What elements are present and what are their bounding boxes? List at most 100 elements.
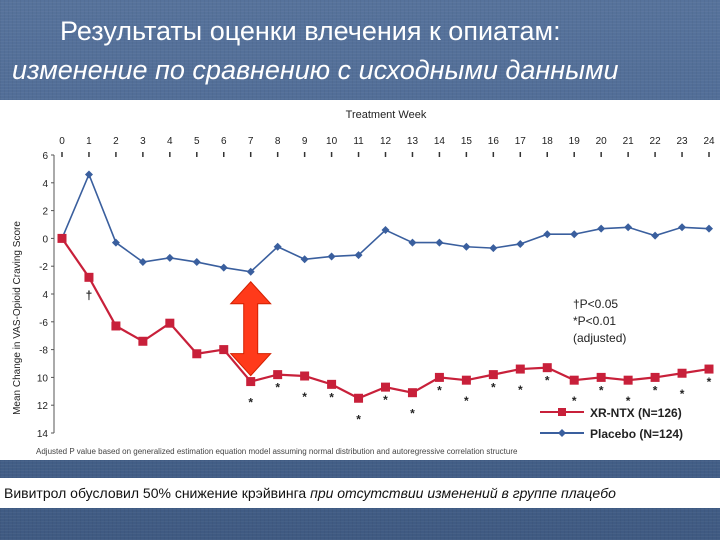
- p-value-note-2: *P<0.01: [573, 314, 616, 328]
- caption-text: Вивитрол обусловил 50% снижение крэйвинг…: [4, 478, 616, 508]
- significance-marker: *: [599, 383, 604, 397]
- y-tick-label: -6: [39, 318, 48, 329]
- y-tick-label: 0: [42, 234, 48, 245]
- xr-ntx-point: [246, 377, 256, 387]
- significance-marker: *: [707, 375, 712, 389]
- x-tick-label: 20: [596, 136, 608, 147]
- x-tick-label: 16: [488, 136, 500, 147]
- xr-ntx-point: [165, 318, 175, 328]
- placebo-point: [516, 239, 525, 248]
- x-tick-label: 4: [167, 136, 173, 147]
- placebo-point: [489, 244, 498, 253]
- placebo-point: [246, 267, 255, 276]
- placebo-point: [570, 230, 579, 239]
- legend: XR-NTX (N=126) Placebo (N=124): [540, 406, 683, 441]
- x-tick-label: 24: [703, 136, 715, 147]
- xr-ntx-point: [138, 336, 148, 346]
- significance-marker: *: [302, 390, 307, 404]
- xr-ntx-point: [84, 272, 94, 282]
- xr-ntx-point: [434, 372, 444, 382]
- significance-marker: *: [410, 407, 415, 421]
- xr-ntx-point: [704, 364, 714, 374]
- xr-ntx-point: [57, 233, 67, 243]
- legend-marker-diamond: [558, 429, 566, 437]
- xr-ntx-point: [623, 375, 633, 385]
- placebo-point: [651, 231, 660, 240]
- significance-marker: *: [356, 412, 361, 426]
- x-axis: 0 1 2 3 4 5 6 7 8 9 10 11 12 13 14 15 16 17 18 19 20 21 22 23 24: [59, 136, 715, 157]
- significance-markers: † * * * * * * * * * * * * * * * * * *: [86, 288, 712, 426]
- xr-ntx-point: [677, 368, 687, 378]
- xr-ntx-point: [381, 382, 390, 392]
- placebo-point: [462, 242, 471, 251]
- xr-ntx-point: [461, 375, 471, 385]
- x-tick-label: 21: [623, 136, 635, 147]
- significance-marker: *: [653, 383, 658, 397]
- xr-ntx-point: [300, 371, 310, 381]
- significance-marker: *: [248, 396, 253, 410]
- significance-marker: *: [545, 374, 550, 388]
- y-tick-label: 14: [37, 429, 49, 440]
- significance-marker: *: [329, 390, 334, 404]
- significance-marker: *: [383, 393, 388, 407]
- y-tick-label: -2: [39, 262, 48, 273]
- y-tick-label: 12: [37, 401, 49, 412]
- p-value-note-1: †P<0.05: [573, 297, 618, 311]
- placebo-point: [354, 251, 363, 260]
- significance-marker: *: [626, 394, 631, 408]
- xr-ntx-point: [569, 375, 579, 385]
- placebo-point: [408, 238, 417, 247]
- significance-marker: *: [518, 383, 523, 397]
- xr-ntx-point: [515, 364, 525, 374]
- significance-marker: *: [680, 387, 685, 401]
- placebo-point: [435, 238, 444, 247]
- placebo-point: [543, 230, 552, 239]
- double-arrow-shape: [229, 281, 272, 377]
- xr-ntx-point: [273, 370, 283, 380]
- legend-label: Placebo (N=124): [590, 427, 683, 441]
- placebo-point: [138, 258, 147, 267]
- x-tick-label: 10: [326, 136, 338, 147]
- caption-bar: Вивитрол обусловил 50% снижение крэйвинг…: [0, 478, 720, 508]
- placebo-point: [597, 224, 606, 233]
- xr-ntx-point: [354, 393, 364, 403]
- xr-ntx-point: [650, 372, 660, 382]
- x-tick-label: 6: [221, 136, 227, 147]
- significance-marker: *: [491, 381, 496, 395]
- x-tick-label: 3: [140, 136, 146, 147]
- xr-ntx-point: [596, 372, 606, 382]
- legend-label: XR-NTX (N=126): [590, 406, 682, 420]
- x-tick-label: 0: [59, 136, 65, 147]
- placebo-point: [111, 238, 120, 247]
- significance-marker: †: [86, 288, 93, 302]
- y-tick-label: 4: [42, 179, 48, 190]
- y-tick-label: 10: [37, 373, 49, 384]
- placebo-point: [84, 170, 93, 179]
- slide-subtitle: изменение по сравнению с исходными данны…: [12, 55, 619, 85]
- slide-title: Результаты оценки влечения к опиатам:: [60, 16, 561, 46]
- x-tick-label: 19: [569, 136, 581, 147]
- significance-marker: *: [572, 394, 577, 408]
- xr-ntx-point: [219, 345, 229, 355]
- caption-normal: Вивитрол обусловил 50% снижение крэйвинг…: [4, 485, 311, 501]
- y-axis: 6 4 2 0 -2 4 -6 -8 10 12 14: [37, 151, 55, 440]
- placebo-point: [381, 226, 390, 235]
- y-axis-label: Mean Change in VAS-Opioid Craving Score: [12, 221, 23, 415]
- placebo-point: [300, 255, 309, 264]
- series-line: [61, 172, 710, 273]
- chart-title: Treatment Week: [346, 109, 427, 121]
- x-tick-label: 5: [194, 136, 200, 147]
- p-value-note-3: (adjusted): [573, 331, 626, 345]
- x-tick-label: 22: [650, 136, 662, 147]
- significance-marker: *: [437, 383, 442, 397]
- series-layer: [57, 170, 714, 403]
- x-tick-label: 1: [86, 136, 92, 147]
- xr-ntx-point: [542, 363, 552, 373]
- chart-panel: Treatment Week Mean Change in VAS-Opioid…: [0, 100, 720, 460]
- xr-ntx-point: [407, 388, 417, 398]
- x-tick-label: 17: [515, 136, 527, 147]
- x-tick-label: 18: [542, 136, 554, 147]
- x-tick-label: 2: [113, 136, 119, 147]
- xr-ntx-point: [192, 349, 202, 359]
- placebo-point: [624, 223, 633, 232]
